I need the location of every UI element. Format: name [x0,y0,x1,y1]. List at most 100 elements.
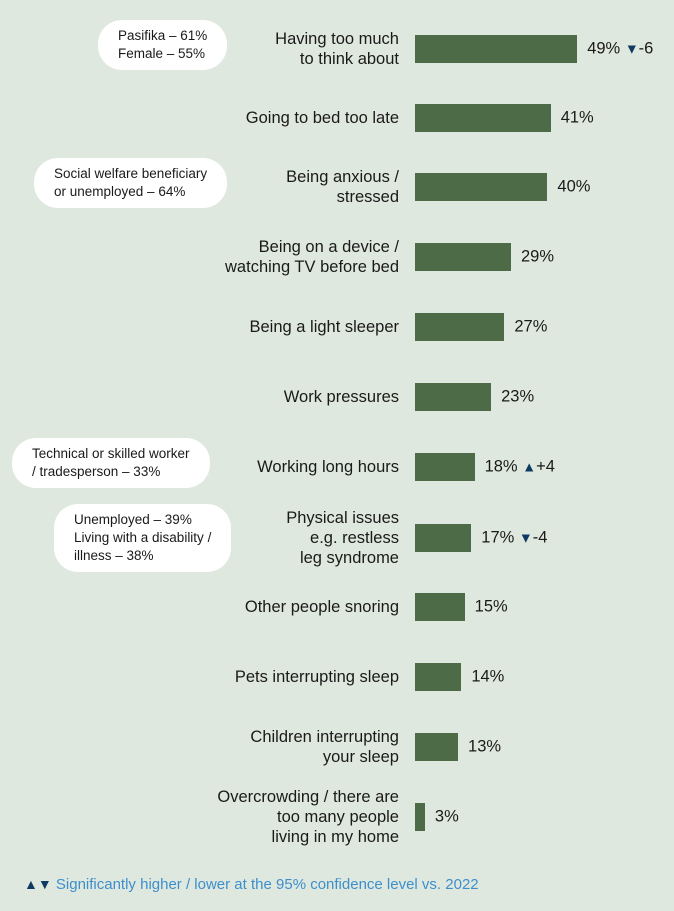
category-label-line: leg syndrome [299,549,399,567]
down-triangle-icon: ▼ [518,529,533,546]
up-down-triangles-icon: ▲▼ [24,876,52,892]
value-text: 49% [587,39,621,58]
value-label: 17% ▼-4 [481,529,547,548]
value-label: 13% [468,738,501,757]
value-text: 13% [468,737,502,756]
value-text: 14% [471,667,505,686]
annotation-bubble: Unemployed – 39% Living with a disability… [54,504,232,572]
value-label: 3% [435,808,459,827]
value-label: 41% [561,109,594,128]
category-label-line: Pets interrupting sleep [234,668,399,686]
category-label-line: your sleep [322,748,399,766]
category-label-line: Other people snoring [244,598,399,616]
value-label: 29% [521,248,554,267]
annotation-bubble: Social welfare beneficiary or unemployed … [34,158,228,208]
annotation-line: or unemployed – 64% [54,184,186,199]
category-label-line: Going to bed too late [245,109,399,127]
category-label: Work pressures [139,387,399,407]
category-label: Being on a device / watching TV before be… [139,237,399,277]
up-triangle-icon: ▲ [522,458,537,475]
bar-row: Working long hours 18% ▲+4 [0,432,674,502]
bar [415,104,551,132]
bar [415,453,475,481]
bar [415,663,462,691]
value-text: 27% [514,317,548,336]
bar-row: Work pressures 23% [0,362,674,432]
category-label-line: watching TV before bed [225,258,399,276]
category-label-line: Working long hours [257,458,399,476]
value-text: 41% [560,108,594,127]
value-label: 18% ▲+4 [485,458,555,477]
bar-row: Going to bed too late 41% [0,83,674,153]
bar [415,593,465,621]
bar-row: Being a light sleeper 27% [0,292,674,362]
annotation-line: Technical or skilled worker [32,446,190,461]
category-label: Having too much to think about [139,29,399,69]
value-text: 15% [474,597,508,616]
category-label-line: living in my home [271,828,399,846]
change-text: -6 [638,39,654,58]
value-label: 27% [514,318,547,337]
bar [415,243,511,271]
category-label: Overcrowding / there are too many people l… [139,787,399,847]
category-label-line: Being anxious / [286,168,399,186]
down-triangle-icon: ▼ [624,40,639,57]
category-label-line: Work pressures [283,388,399,406]
value-text: 29% [520,247,555,266]
annotation-line: Unemployed – 39% [74,512,192,527]
category-label: Being anxious / stressed [139,167,399,207]
bar-row: Pets interrupting sleep 14% [0,642,674,712]
value-label: 23% [501,388,534,407]
legend-text: Significantly higher / lower at the 95% … [55,876,479,893]
category-label: Pets interrupting sleep [139,667,399,687]
category-label-line: Physical issues [286,509,399,527]
category-label: Working long hours [139,457,399,477]
annotation-line: illness – 38% [74,548,154,563]
category-label: Other people snoring [139,597,399,617]
category-label-line: stressed [336,188,399,206]
category-label-line: too many people [276,808,399,826]
bar-row: Children interrupting your sleep 13% [0,712,674,782]
category-label: Physical issues e.g. restless leg syndrome [139,508,399,568]
value-text: 18% [484,457,518,476]
value-label: 49% ▼-6 [587,40,653,59]
category-label-line: Overcrowding / there are [217,788,399,806]
bar [415,383,492,411]
bar-row: Having too much to think about 49% ▼-6 [0,14,674,84]
bar [415,803,425,831]
change-text: +4 [536,457,555,476]
bar [415,524,472,552]
annotation-line: Pasifika – 61% [118,28,208,43]
value-label: 14% [471,668,504,687]
annotation-line: Social welfare beneficiary [54,166,208,181]
bar-row: Overcrowding / there are too many people l… [0,782,674,852]
bar-row: Being on a device / watching TV before be… [0,222,674,292]
bar-row: Physical issues e.g. restless leg syndrome… [0,503,674,573]
bar [415,35,578,63]
category-label-line: Being on a device / [258,238,399,256]
annotation-line: / tradesperson – 33% [32,464,161,479]
annotation-bubble: Pasifika – 61% Female – 55% [98,20,228,70]
value-text: 3% [434,807,459,826]
change-text: -4 [532,528,548,547]
annotation-bubble: Technical or skilled worker / tradesperso… [12,438,210,488]
bar-row: Being anxious / stressed 40% [0,152,674,222]
category-label: Going to bed too late [139,108,399,128]
bar [415,313,505,341]
value-text: 40% [557,177,591,196]
category-label-line: Being a light sleeper [249,318,399,336]
legend: ▲▼ Significantly higher / lower at the 9… [24,876,479,893]
value-label: 40% [557,178,590,197]
annotation-line: Female – 55% [118,46,206,61]
bar [415,733,459,761]
value-text: 17% [481,528,515,547]
annotation-line: Living with a disability / [74,530,212,545]
category-label-line: Having too much [275,30,399,48]
category-label: Being a light sleeper [139,317,399,337]
category-label-line: Children interrupting [250,728,399,746]
category-label-line: e.g. restless [310,529,399,547]
value-text: 23% [501,387,535,406]
bar [415,173,548,201]
category-label: Children interrupting your sleep [139,727,399,767]
